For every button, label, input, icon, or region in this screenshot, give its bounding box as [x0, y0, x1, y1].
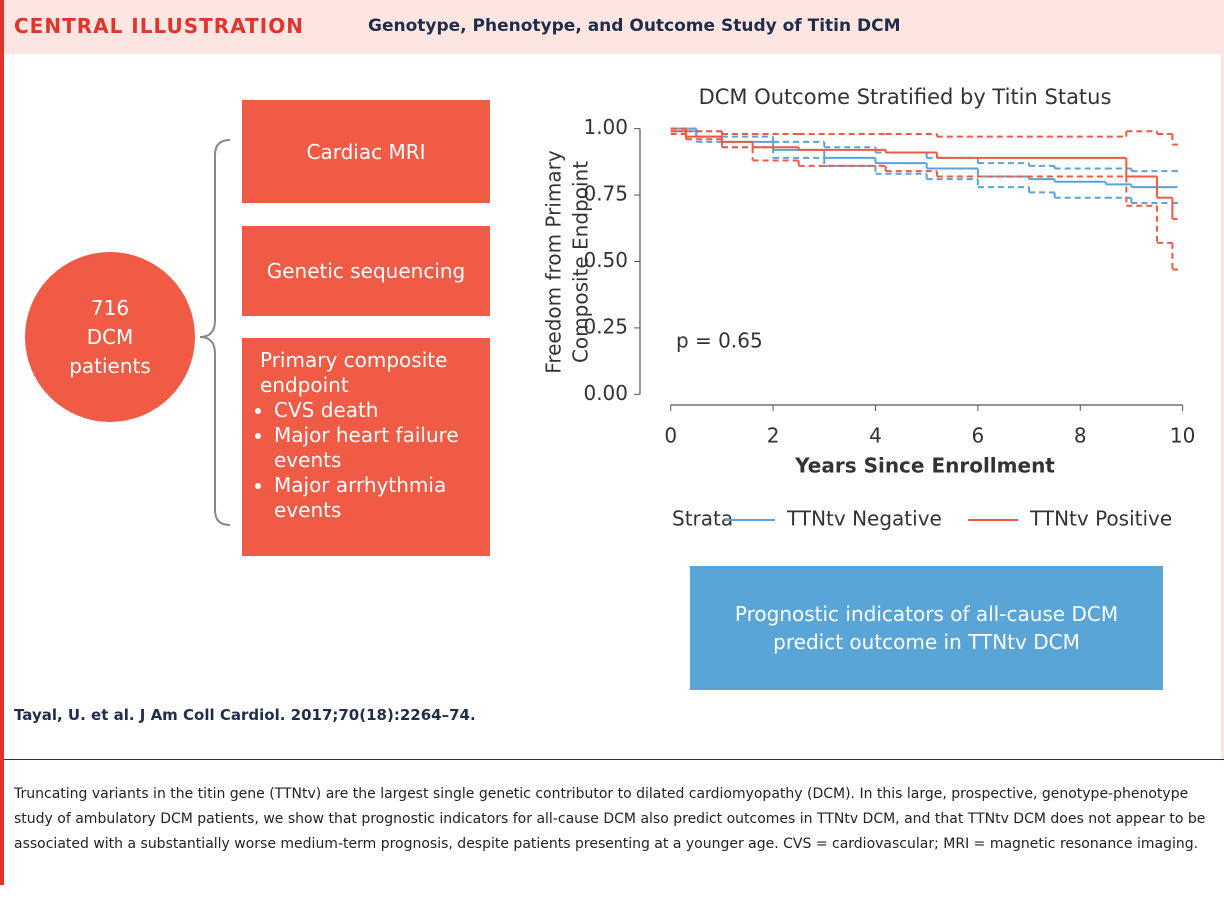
x-tick-label: 0: [664, 424, 677, 448]
x-tick-label: 10: [1170, 424, 1195, 448]
y-tick-label: 0.25: [583, 314, 628, 338]
box-title: Primary composite endpoint: [260, 348, 448, 397]
x-tick-label: 8: [1074, 424, 1087, 448]
cohort-circle: 716 DCM patients: [25, 252, 195, 422]
cohort-line: DCM: [86, 324, 134, 349]
box-text: Cardiac MRI: [306, 139, 426, 164]
cohort-line: patients: [69, 353, 151, 378]
endpoint-item: Major arrhythmia events: [274, 473, 476, 523]
endpoint-item: CVS death: [274, 398, 476, 423]
brace: [199, 139, 231, 526]
x-tick-label: 2: [767, 424, 780, 448]
box-sequencing: Genetic sequencing: [242, 226, 490, 316]
header-band: [4, 0, 1224, 54]
y-tick-label: 0.75: [583, 182, 628, 206]
border-bar: [0, 0, 4, 885]
header-title: Genotype, Phenotype, and Outcome Study o…: [368, 16, 901, 36]
box-mri: Cardiac MRI: [242, 100, 490, 203]
caption: Truncating variants in the titin gene (T…: [14, 786, 1206, 852]
header-label: CENTRAL ILLUSTRATION: [14, 14, 304, 38]
y-tick-label: 0.00: [583, 381, 628, 405]
endpoint-item: Major heart failure events: [274, 423, 476, 473]
annotation: p = 0.65: [676, 329, 763, 353]
chart: DCM Outcome Stratified by Titin Status Y…: [542, 85, 1196, 531]
legend-title: Strata: [672, 507, 733, 531]
y-axis-label: Freedom from Primary: [542, 150, 566, 374]
divider: [4, 759, 1224, 760]
border-bar: [1221, 54, 1224, 760]
y-axis-label: Composite Endpoint: [569, 161, 593, 363]
cohort-line: 716: [90, 295, 130, 320]
x-axis-label: Years Since Enrollment: [794, 454, 1055, 478]
box-text: Genetic sequencing: [266, 259, 466, 283]
box-endpoint: Primary composite endpoint CVS death Maj…: [242, 338, 490, 556]
x-tick-label: 4: [869, 424, 882, 448]
legend-label: TTNtv Positive: [1029, 507, 1172, 531]
y-tick-label: 0.50: [583, 248, 628, 272]
citation: Tayal, U. et al. J Am Coll Cardiol. 2017…: [14, 706, 476, 724]
chart-title: DCM Outcome Stratified by Titin Status: [699, 85, 1112, 109]
legend-label: TTNtv Negative: [786, 507, 942, 531]
x-tick-label: 6: [972, 424, 985, 448]
conclusion-box: Prognostic indicators of all-cause DCM p…: [690, 566, 1163, 690]
conclusion-text: Prognostic indicators of all-cause DCM p…: [734, 602, 1119, 654]
y-tick-label: 1.00: [583, 115, 628, 139]
endpoint-list: CVS death Major heart failure events Maj…: [260, 398, 476, 523]
